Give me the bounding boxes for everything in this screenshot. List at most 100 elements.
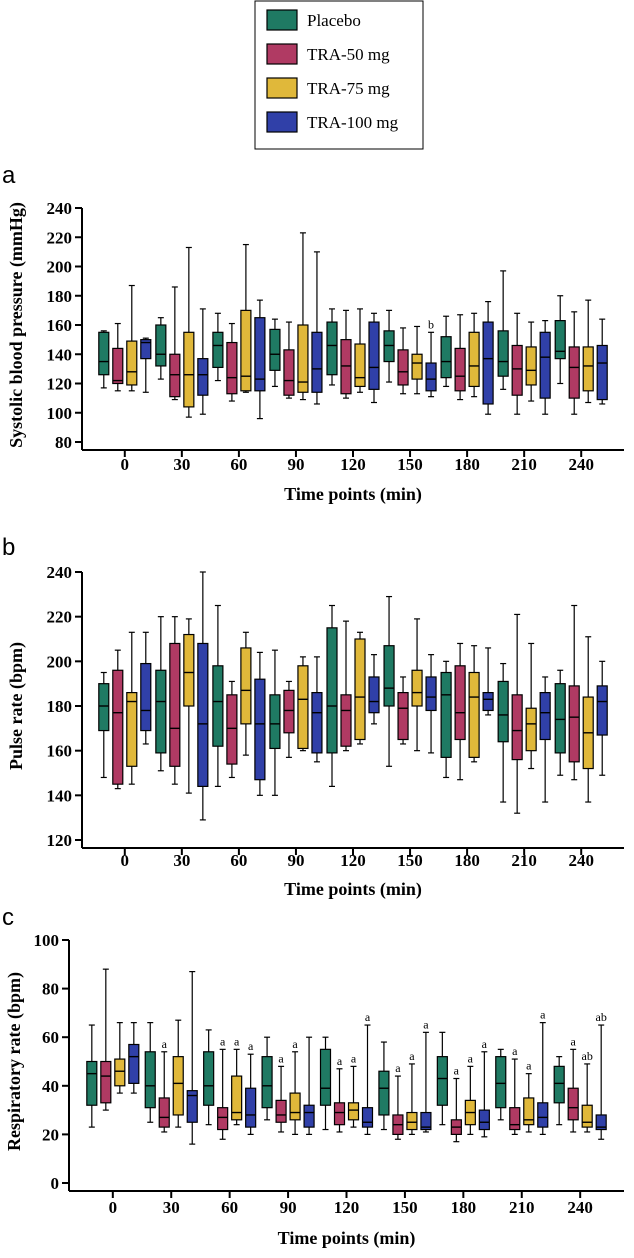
box-placebo [155,616,167,772]
box-iqr [340,694,352,747]
box-iqr [297,665,309,750]
box-tra-100-mg [186,970,198,1145]
box-tra-50-mg [226,322,238,402]
y-axis-title: Pulse rate (bpm) [6,642,27,770]
box-iqr [497,680,509,743]
box-tra-75-mg [297,656,309,752]
y-tick-label: 140 [47,786,73,805]
box-iqr [539,691,551,741]
box-tra-75-mg [231,1048,243,1126]
significance-label: a [512,1044,518,1058]
box-placebo [497,270,509,390]
y-axis-title: Respiratory rate (bpm) [4,972,25,1151]
box-iqr [289,1092,301,1121]
box-tra-100-mg [140,337,152,393]
box-placebo [98,671,110,779]
y-tick-label: 160 [47,316,73,335]
box-iqr [197,358,209,396]
box-iqr [140,339,152,360]
significance-label: a [292,1037,298,1051]
x-tick-label: 240 [567,1198,593,1217]
box-iqr [169,642,181,767]
box-tra-75-mg [114,1022,126,1094]
box-iqr [112,347,124,385]
legend-swatch [266,111,298,133]
box-placebo [554,669,566,776]
box-tra-50-mg [169,616,181,785]
significance-label: a [423,1017,429,1031]
box-placebo [212,312,224,382]
legend-swatch [266,43,298,65]
box-iqr [596,685,608,736]
y-tick-label: 80 [55,433,72,452]
box-placebo [553,1056,565,1126]
box-iqr [595,1114,607,1131]
box-iqr [523,1097,535,1126]
chart-panel-b: b 120 140 160 180 200 220 240 0 30 60 90 120 150 180 21… [2,534,624,900]
x-tick-label: 180 [454,851,480,870]
box-iqr [98,331,110,376]
box-iqr [155,669,167,754]
box-tra-100-mg [425,654,437,754]
box-placebo [440,660,452,779]
box-iqr [454,347,466,392]
box-iqr [567,1087,579,1121]
box-tra-100-mg [368,654,380,725]
box-tra-75-mg [126,284,138,392]
box-tra-50-mg [450,1077,462,1143]
box-iqr [368,676,380,714]
box-tra-100-mg [425,331,437,398]
box-placebo [497,662,509,803]
box-tra-75-mg [411,325,423,395]
box-tra-100-mg [539,676,551,803]
box-iqr [468,671,480,758]
box-iqr [203,1051,215,1106]
box-tra-50-mg [158,1051,170,1133]
box-tra-100-mg [311,251,323,405]
box-placebo [86,1024,98,1128]
significance-label: a [482,1037,488,1051]
x-tick-label: 90 [287,455,304,474]
box-tra-100-mg [197,308,209,415]
box-iqr [495,1056,507,1109]
significance-label: a [278,1051,284,1065]
box-tra-50-mg [226,680,238,779]
box-placebo [144,1022,156,1123]
x-axis-title: Time points (min) [278,1228,416,1249]
box-tra-50-mg [283,680,295,758]
box-iqr [254,678,266,781]
box-tra-100-mg [368,312,380,404]
x-tick-label: 30 [173,851,190,870]
y-axis-title: Systolic blood pressure (mmHg) [6,202,27,448]
box-placebo [155,317,167,380]
significance-label: ab [582,1049,593,1063]
box-tra-75-mg [525,642,537,770]
box-tra-75-mg [582,299,594,404]
x-tick-label: 60 [221,1198,238,1217]
box-iqr [525,346,537,386]
x-tick-label: 120 [334,1198,360,1217]
box-iqr [347,1102,360,1121]
box-tra-100-mg [311,656,323,763]
box-iqr [436,1056,448,1106]
y-tick-label: 60 [42,1028,59,1047]
box-tra-50-mg [112,322,124,392]
box-iqr [397,349,409,386]
significance-label: a [395,1061,401,1075]
panel-label: b [2,534,15,561]
box-placebo [326,308,338,386]
box-iqr [511,694,523,761]
box-tra-50-mg [509,1058,521,1136]
significance-label: a [351,1051,357,1065]
box-iqr [420,1111,432,1131]
chart-panel-a: a 80 100 120 140 160 180 200 220 240 0 30 60 90 120 150… [2,162,624,505]
box-tra-75-mg [354,308,366,393]
x-tick-label: 60 [230,455,247,474]
box-iqr [283,689,295,734]
box-iqr [269,328,281,371]
box-iqr [354,343,366,388]
box-tra-100-mg [482,301,494,415]
box-tra-75-mg [523,1073,535,1133]
